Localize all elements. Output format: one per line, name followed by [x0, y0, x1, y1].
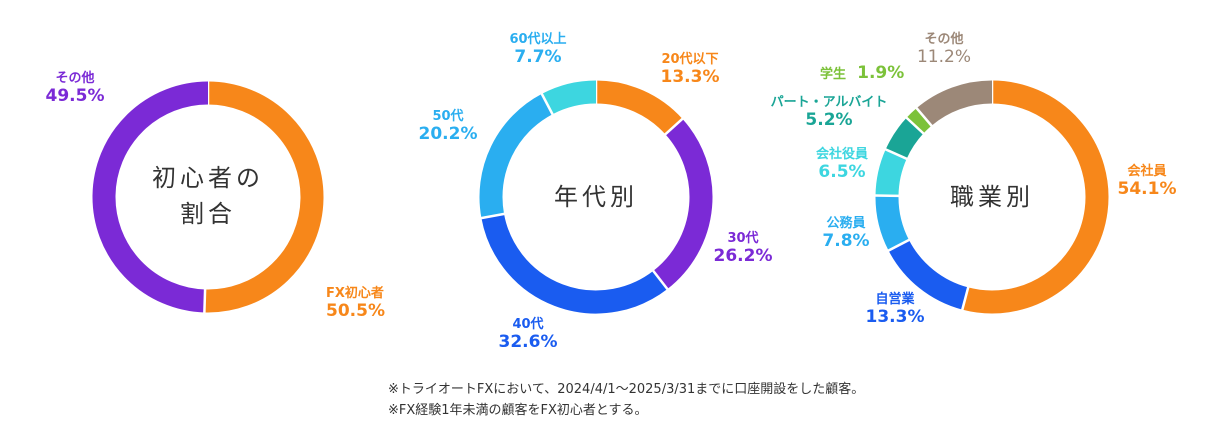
footnote: ※FX経験1年未満の顧客をFX初心者とする。 [388, 402, 648, 418]
slice-separator [960, 286, 970, 311]
label-name: その他 [55, 71, 95, 86]
label-value: 5.2% [805, 109, 853, 130]
label-name: 40代 [512, 317, 544, 332]
label-student: 学生 1.9% [820, 63, 905, 84]
label-value: 54.1% [1117, 178, 1177, 199]
label-name: パート・アルバイト [770, 95, 888, 110]
donut-slice [875, 195, 910, 251]
label-name: 自営業 [875, 292, 915, 307]
center-title-beginner: 初心者の 割合 [152, 160, 264, 232]
label-employee: 会社員 54.1% [1117, 164, 1177, 199]
donut-slice [885, 117, 924, 160]
label-name: 会社員 [1127, 164, 1167, 179]
label-name: 30代 [727, 231, 759, 246]
label-value: 50.5% [326, 300, 385, 321]
donut-slice [204, 81, 324, 313]
slice-separator [480, 212, 506, 220]
center-title-line: 年代別 [554, 183, 638, 211]
donut-slice [653, 118, 713, 290]
donut-slice [906, 108, 932, 134]
slice-separator [651, 269, 670, 291]
center-title-line: 職業別 [950, 183, 1034, 211]
label-name: 会社役員 [815, 147, 869, 162]
center-title-age: 年代別 [554, 179, 638, 215]
slice-separator [663, 117, 684, 136]
slice-separator [203, 288, 207, 314]
label-value: 7.7% [514, 46, 562, 67]
center-title-line: 割合 [180, 200, 236, 228]
label-name: 60代以上 [509, 32, 567, 47]
donut-slice [541, 80, 597, 115]
donut-slice [479, 93, 553, 219]
label-value: 32.6% [498, 331, 558, 352]
donut-slice [481, 213, 668, 314]
slice-separator [540, 92, 555, 116]
donut-slice [595, 80, 683, 135]
slice-separator [904, 116, 926, 136]
label-self-employed: 自営業 13.3% [865, 292, 925, 327]
slice-separator [884, 147, 909, 161]
label-name: 50代 [432, 109, 464, 124]
footnote: ※トライオートFXにおいて、2024/4/1〜2025/3/31までに口座開設を… [388, 382, 865, 397]
label-other-beginner: その他 49.5% [45, 71, 105, 106]
donut-slice [875, 149, 907, 197]
label-other-job: その他 11.2% [916, 32, 972, 67]
donut-slice [962, 80, 1109, 314]
label-name: 20代以下 [661, 52, 719, 67]
label-value: 1.9% [857, 63, 905, 83]
label-part-time: パート・アルバイト 5.2% [770, 95, 888, 130]
label-value: 26.2% [713, 245, 773, 266]
donut-slice [92, 81, 209, 313]
label-fx-beginner: FX初心者 50.5% [326, 286, 385, 321]
footnotes: ※トライオートFXにおいて、2024/4/1〜2025/3/31までに口座開設を… [388, 380, 864, 422]
slice-separator [887, 238, 911, 253]
label-name: 学生 [820, 67, 847, 82]
label-value: 11.2% [916, 46, 972, 67]
label-value: 6.5% [818, 161, 866, 182]
donut-slice [916, 80, 993, 126]
donut-slice [888, 239, 969, 310]
label-20s-under: 20代以下 13.3% [660, 52, 720, 87]
label-value: 13.3% [865, 306, 925, 327]
label-value: 49.5% [45, 85, 105, 106]
label-value: 7.8% [822, 230, 870, 251]
label-name: 公務員 [826, 216, 866, 231]
center-title-occupation: 職業別 [950, 179, 1034, 215]
label-executive: 会社役員 6.5% [815, 147, 869, 182]
label-name: その他 [924, 32, 964, 47]
label-value: 20.2% [418, 123, 478, 144]
label-60s-over: 60代以上 7.7% [509, 32, 567, 67]
label-30s: 30代 26.2% [713, 231, 773, 266]
label-40s: 40代 32.6% [498, 317, 558, 352]
label-50s: 50代 20.2% [418, 109, 478, 144]
center-title-line: 初心者の [152, 164, 264, 192]
label-civil-servant: 公務員 7.8% [822, 216, 870, 251]
slice-separator [915, 106, 934, 128]
label-value: 13.3% [660, 66, 720, 87]
label-name: FX初心者 [326, 286, 384, 301]
